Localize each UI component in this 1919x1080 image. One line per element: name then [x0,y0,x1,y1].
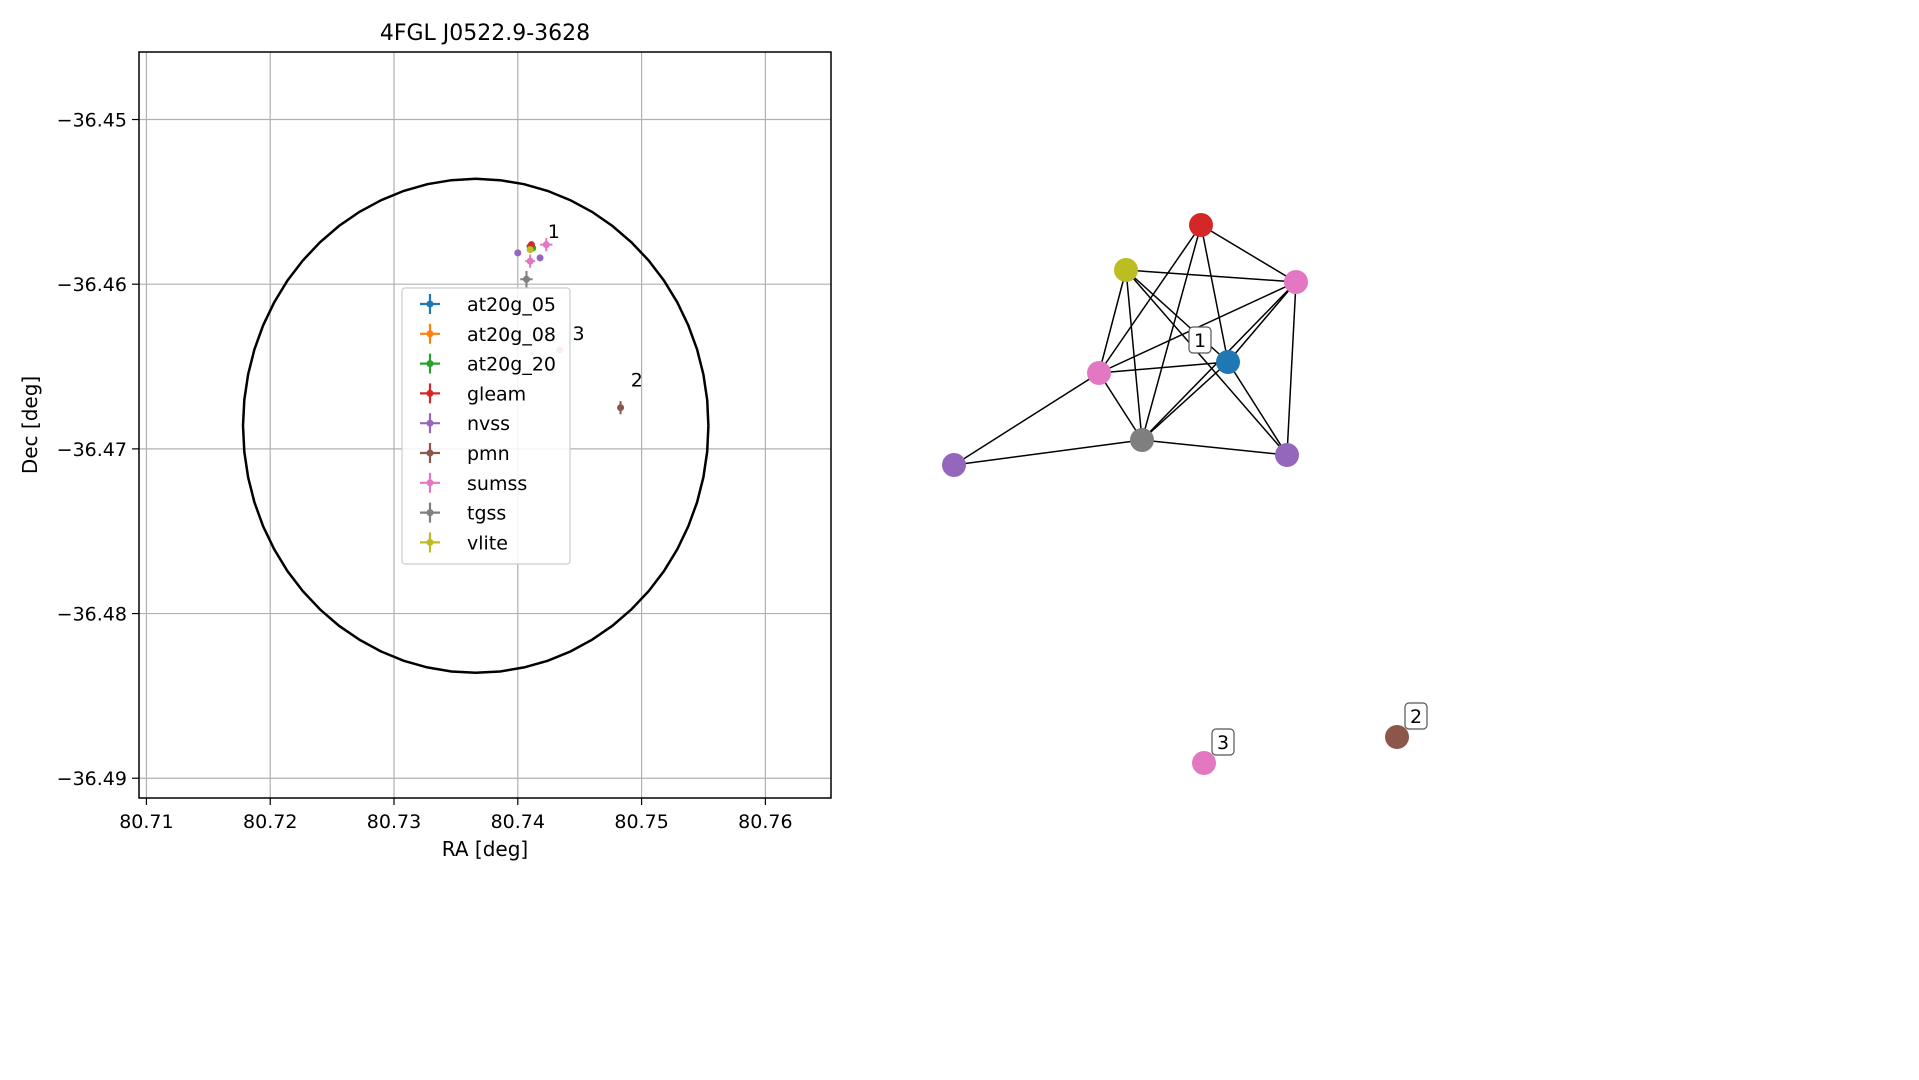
sky-position-chart: 4FGL J0522.9-3628 123 80.71 80.72 80.73 80.… [18,21,832,861]
point-annotation: 2 [631,369,643,391]
graph-edge [1200,224,1297,283]
y-tick-label: −36.47 [57,439,127,461]
graph-edge [1141,224,1202,441]
graph-edge [1125,269,1297,283]
graph-edge [1227,361,1288,456]
y-tick-label: −36.46 [57,274,127,296]
graph-node [1275,443,1299,467]
data-point-nvss [536,254,544,262]
graph-label: 1 [1188,326,1212,354]
data-point-sumss [540,238,553,252]
y-axis-label: Dec [deg] [18,376,42,474]
graph-labels: 1 2 3 [1188,326,1428,756]
graph-node [1284,270,1308,294]
graph-label: 2 [1404,702,1428,730]
legend-item-gleam: gleam [420,383,526,405]
graph-edge [1098,372,1143,441]
legend-item-nvss: nvss [420,413,510,435]
legend-label: nvss [467,413,510,435]
x-tick-label: 80.73 [367,811,421,833]
data-point-tgss [520,271,533,288]
graph-edge [953,372,1100,466]
x-tick-label: 80.74 [491,811,545,833]
chart-title: 4FGL J0522.9-3628 [380,21,590,46]
graph-node [1087,361,1111,385]
graph-edge [1227,281,1297,363]
svg-text:3: 3 [1217,732,1229,754]
data-points [514,238,625,415]
y-tick-label: −36.45 [57,110,127,132]
point-annotation: 1 [548,221,560,243]
graph-edge [1125,269,1288,456]
x-axis-label: RA [deg] [442,837,528,861]
legend-label: at20g_08 [467,324,556,346]
graph-edge [1141,361,1229,441]
y-tick-label: −36.48 [57,604,127,626]
network-graph: 1 2 3 [942,213,1428,775]
svg-text:2: 2 [1410,706,1422,728]
x-tick-label: 80.72 [243,811,297,833]
graph-label: 3 [1211,728,1235,756]
graph-node [1114,258,1138,282]
legend-label: vlite [467,532,508,554]
data-point-nvss [514,249,522,257]
graph-node [1216,350,1240,374]
graph-node [1130,428,1154,452]
axis-ticks: 80.71 80.72 80.73 80.74 80.75 80.76 −36.45 −36.… [57,110,793,833]
graph-edge [1125,269,1143,441]
legend-label: tgss [467,503,506,525]
x-tick-label: 80.75 [614,811,668,833]
x-tick-label: 80.76 [738,811,792,833]
legend-item-vlite: vlite [420,532,508,554]
data-point-sumss [525,254,536,268]
legend-label: sumss [467,473,527,495]
graph-edge [1098,224,1202,374]
point-annotations: 1 2 3 [548,221,643,391]
localization-circle [241,177,710,675]
legend-item-pmn: pmn [420,443,510,465]
legend-label: gleam [467,383,526,405]
graph-edge [1286,281,1297,456]
graph-edge [953,439,1143,466]
graph-nodes [942,213,1409,775]
circle-outline [241,177,710,675]
legend-item-at20g_05: at20g_05 [420,294,556,316]
plot-frame [138,51,832,799]
graph-edge [1200,224,1229,363]
legend-box [401,287,571,565]
y-tick-label: −36.49 [57,768,127,790]
legend-item-tgss: tgss [420,503,506,525]
graph-node [1189,213,1213,237]
graph-node [942,453,966,477]
graph-node [1385,725,1409,749]
legend-label: at20g_05 [467,294,556,316]
x-tick-label: 80.71 [119,811,173,833]
data-point-pmn [617,401,625,415]
legend-label: pmn [467,443,510,465]
svg-text:1: 1 [1194,330,1206,352]
legend-label: at20g_20 [467,354,556,376]
legend-item-sumss: sumss [420,472,527,495]
graph-edge [1098,269,1127,374]
data-point-vlite [526,246,534,254]
point-annotation: 3 [573,323,585,345]
graph-node [1192,751,1216,775]
legend-item-at20g_20: at20g_20 [420,353,556,376]
graph-edge [1098,361,1229,374]
graph-edge [1141,439,1288,456]
legend-item-at20g_08: at20g_08 [420,323,556,346]
